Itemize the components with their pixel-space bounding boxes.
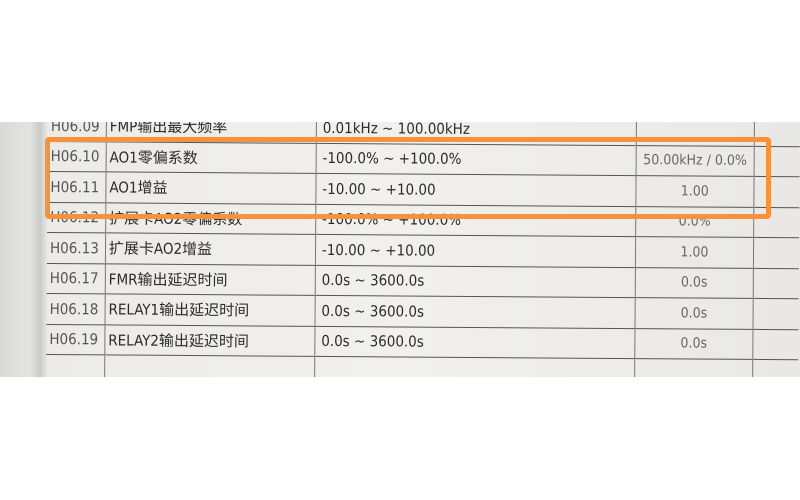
highlight-box [45,137,771,219]
cell-range: 0.0s ~ 3600.0s [314,295,635,329]
cell-name: FMR输出延迟时间 [105,263,316,296]
cell-extra [753,237,800,269]
cell-code: H06.17 [46,262,106,294]
cell-code: H06.19 [46,323,105,355]
cell-extra [753,328,799,360]
cell-range: -10.00 ~ +10.00 [315,234,636,268]
cell-name: RELAY2输出延迟时间 [104,324,315,357]
cell-name: RELAY1输出延迟时间 [104,293,316,326]
cell-range: 0.0s ~ 3600.0s [314,325,635,359]
cell-default: 1.00 [634,236,754,268]
cell-extra [753,298,799,330]
cell-range: 0.0s ~ 3600.0s [315,264,635,298]
document-photo: H06.09 FMP输出最大频率 0.01kHz ~ 100.00kHz H06.10… [0,122,800,377]
cell-default: 0.0s [634,297,754,329]
cell-code: H06.18 [46,293,106,325]
cell-name: 扩展卡AO2增益 [105,232,316,265]
cell-extra [753,267,799,299]
cell-code: H06.13 [46,232,106,264]
cell-default: 0.0s [634,328,754,360]
cell-default: 0.0s [634,267,754,299]
